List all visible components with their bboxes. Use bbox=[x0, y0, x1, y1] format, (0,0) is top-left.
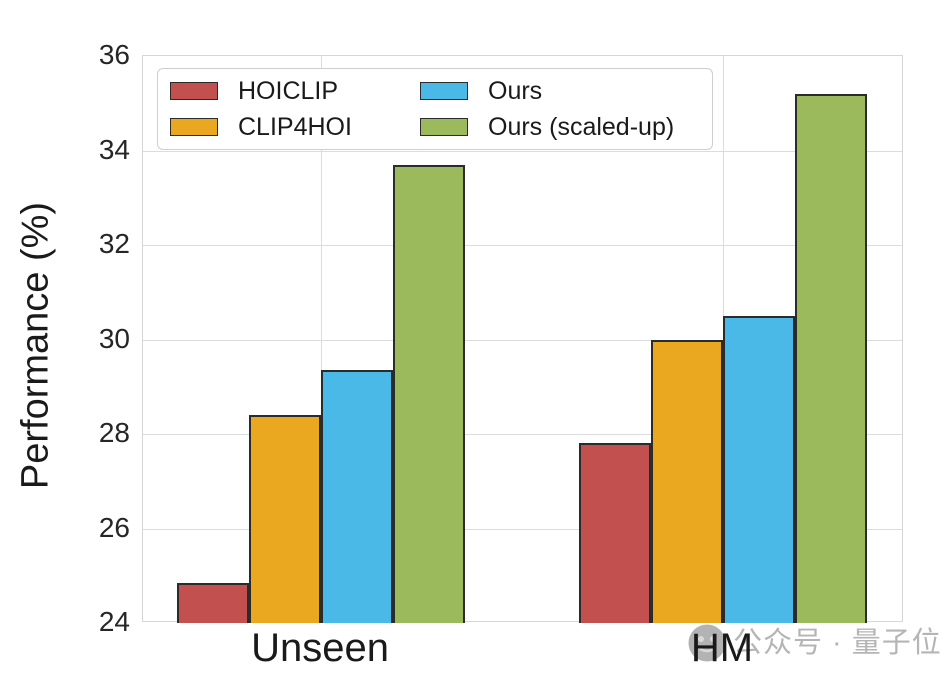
legend-item-clip4hoi: CLIP4HOI bbox=[170, 113, 420, 142]
qbitai-logo-icon bbox=[688, 624, 726, 662]
bar-ours-scaled-up-hm bbox=[795, 93, 867, 623]
y-axis-title: Performance (%) bbox=[14, 201, 57, 490]
bar-ours-unseen bbox=[321, 370, 393, 623]
legend-label: Ours bbox=[488, 76, 543, 105]
legend-swatch-icon bbox=[420, 118, 468, 136]
y-tick-label-26: 26 bbox=[98, 511, 130, 543]
y-tick-label-36: 36 bbox=[98, 39, 130, 70]
gridline-y-32 bbox=[143, 245, 902, 246]
y-tick-label-24: 24 bbox=[98, 606, 130, 637]
legend-item-hoiclip: HOICLIP bbox=[170, 77, 420, 106]
bar-clip4hoi-hm bbox=[651, 339, 723, 623]
legend-label: Ours (scaled-up) bbox=[488, 112, 675, 141]
legend-item-ours: Ours bbox=[420, 77, 702, 106]
bar-hoiclip-unseen bbox=[177, 582, 249, 623]
legend-swatch-icon bbox=[170, 82, 218, 100]
legend-swatch-icon bbox=[170, 118, 218, 136]
legend: HOICLIP CLIP4HOI Ours Ours (scaled-up) bbox=[157, 68, 713, 150]
watermark: 公众号 · 量子位 bbox=[687, 623, 942, 663]
legend-label: HOICLIP bbox=[238, 76, 339, 105]
bar-clip4hoi-unseen bbox=[249, 415, 321, 623]
watermark-text: 公众号 · 量子位 bbox=[733, 627, 942, 659]
bar-ours-hm bbox=[723, 315, 795, 623]
gridline-x-unseen bbox=[321, 56, 322, 621]
y-tick-label-34: 34 bbox=[98, 133, 130, 165]
gridline-y-34 bbox=[143, 150, 902, 152]
legend-swatch-icon bbox=[420, 82, 468, 100]
gridline-y-26 bbox=[143, 528, 902, 530]
legend-label: CLIP4HOI bbox=[238, 112, 352, 141]
bar-hoiclip-hm bbox=[579, 443, 651, 623]
gridline-y-28 bbox=[143, 434, 902, 435]
bar-ours-scaled-up-unseen bbox=[393, 164, 465, 623]
y-tick-label-32: 32 bbox=[98, 228, 130, 259]
y-tick-label-30: 30 bbox=[98, 322, 130, 354]
x-tick-label-hm: HM bbox=[690, 626, 754, 670]
gridline-y-30 bbox=[143, 339, 902, 341]
legend-item-ours-scaled-up: Ours (scaled-up) bbox=[420, 113, 702, 142]
x-tick-label-unseen: Unseen bbox=[251, 626, 389, 670]
y-tick-label-28: 28 bbox=[98, 417, 130, 448]
